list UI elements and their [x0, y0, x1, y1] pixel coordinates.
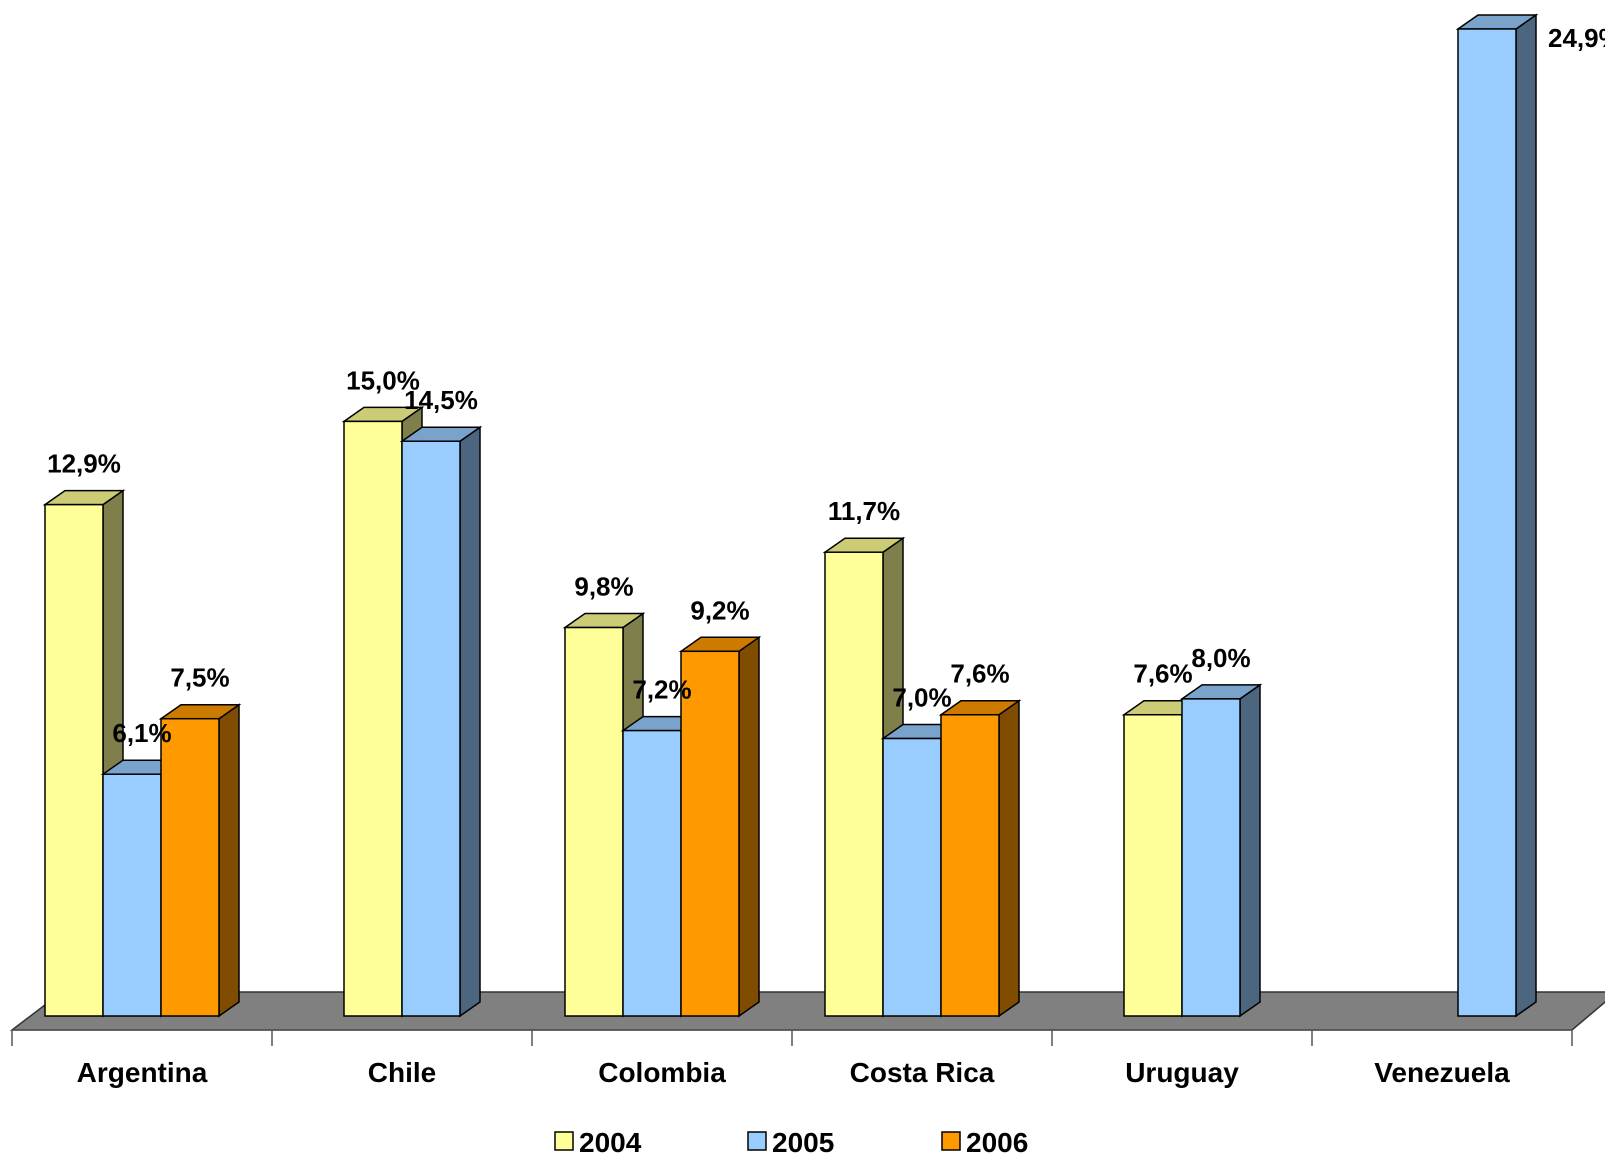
- bar-colombia-2006: [678, 635, 762, 1018]
- bar-side: [459, 425, 481, 1018]
- bar-front: [1457, 28, 1517, 1017]
- category-label-venezuela: Venezuela: [1374, 1057, 1510, 1088]
- data-label-colombia-2004: 9,8%: [574, 572, 633, 602]
- data-label-colombia-2005: 7,2%: [632, 675, 691, 705]
- legend-label: 2006: [966, 1127, 1028, 1157]
- category-label-uruguay: Uruguay: [1125, 1057, 1239, 1088]
- data-label-argentina-2005: 6,1%: [112, 718, 171, 748]
- data-labels-group: 12,9% 6,1% 7,5% 15,0%14,5% 9,8% 7,2% 9,2% 11,7%…: [47, 23, 1605, 748]
- legend-item-2005: 2005: [747, 1127, 834, 1157]
- bar-side: [998, 699, 1020, 1018]
- category-label-argentina: Argentina: [77, 1057, 208, 1088]
- legend-label: 2004: [579, 1127, 642, 1157]
- bar-front: [44, 503, 104, 1017]
- legend-swatch: [941, 1131, 961, 1151]
- legend-label: 2005: [772, 1127, 834, 1157]
- category-label-costa-rica: Costa Rica: [850, 1057, 995, 1088]
- data-label-argentina-2006: 7,5%: [170, 663, 229, 693]
- bar-front: [622, 729, 682, 1017]
- legend-swatch: [554, 1131, 574, 1151]
- bar-argentina-2006: [158, 703, 242, 1018]
- bar-front: [1181, 698, 1241, 1017]
- data-label-chile-2005: 14,5%: [404, 385, 478, 415]
- bar-front: [102, 773, 162, 1017]
- data-label-costa-rica-2005: 7,0%: [892, 683, 951, 713]
- bar-front: [824, 551, 884, 1017]
- bar-front: [940, 713, 1000, 1017]
- data-label-costa-rica-2004: 11,7%: [828, 496, 900, 526]
- data-label-costa-rica-2006: 7,6%: [950, 659, 1009, 689]
- category-labels-group: Argentina Chile Colombia Costa Rica Uruguay V…: [77, 1057, 1510, 1088]
- category-label-colombia: Colombia: [598, 1057, 726, 1088]
- data-label-colombia-2006: 9,2%: [690, 595, 749, 625]
- bar-chile-2005: [399, 425, 483, 1018]
- bar-front: [882, 737, 942, 1017]
- legend-item-2006: 2006: [941, 1127, 1028, 1157]
- data-label-uruguay-2004: 7,6%: [1133, 659, 1192, 689]
- bar-costa-rica-2006: [938, 699, 1022, 1018]
- data-label-venezuela-2005: 24,9%: [1548, 23, 1605, 53]
- data-label-uruguay-2005: 8,0%: [1191, 643, 1250, 673]
- chart-floor: [9, 991, 1605, 1031]
- bar-argentina-2004: [42, 489, 126, 1018]
- bar-front: [401, 440, 461, 1017]
- x-axis: [11, 1029, 1573, 1046]
- bar-front: [160, 717, 220, 1017]
- data-label-chile-2004: 15,0%: [346, 365, 420, 395]
- bar-front: [343, 420, 403, 1017]
- bar-side: [1515, 13, 1537, 1018]
- bar-venezuela-2005: [1455, 13, 1539, 1018]
- legend: 2004 2005 2006: [554, 1127, 1028, 1157]
- bar-side: [738, 635, 760, 1018]
- bar-uruguay-2005: [1179, 683, 1263, 1018]
- bar-front: [1123, 713, 1183, 1017]
- legend-swatch: [747, 1131, 767, 1151]
- bar-front: [680, 650, 740, 1017]
- data-label-argentina-2004: 12,9%: [47, 449, 121, 479]
- category-label-chile: Chile: [368, 1057, 436, 1088]
- bars-group: [42, 13, 1539, 1018]
- bar-side: [218, 703, 240, 1018]
- legend-item-2004: 2004: [554, 1127, 642, 1157]
- bar-side: [1239, 683, 1261, 1018]
- bar-front: [564, 626, 624, 1017]
